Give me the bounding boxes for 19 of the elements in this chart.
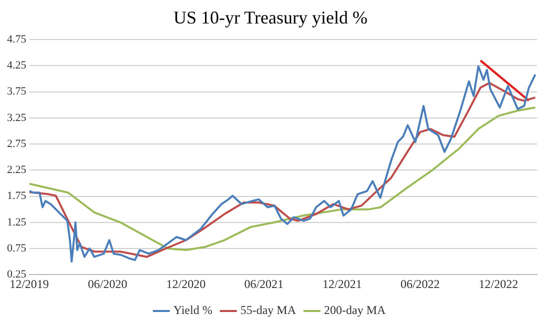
y-tick-label: 4.25 (7, 60, 27, 72)
x-tick-label: 06/2021 (244, 276, 284, 291)
y-tick-label: 4.75 (7, 33, 27, 46)
legend-label: Yield % (173, 303, 212, 318)
chart-title: US 10-yr Treasury yield % (174, 8, 368, 28)
y-tick-label: 1.75 (7, 190, 27, 202)
y-tick-label: 3.75 (7, 86, 27, 98)
x-tick-label: 12/2022 (478, 276, 518, 291)
y-tick-label: 2.75 (7, 138, 27, 150)
y-tick-label: 3.25 (7, 112, 27, 124)
x-tick-label: 06/2022 (400, 276, 440, 291)
legend-label: 200-day MA (324, 303, 386, 318)
y-tick-label: 2.25 (7, 164, 27, 176)
legend-label: 55-day MA (240, 303, 296, 318)
x-tick-label: 12/2020 (166, 276, 206, 291)
x-tick-label: 06/2020 (88, 276, 128, 291)
y-tick-label: 1.25 (7, 216, 27, 228)
y-tick-label: 0.75 (7, 242, 27, 254)
x-tick-label: 12/2021 (322, 276, 362, 291)
